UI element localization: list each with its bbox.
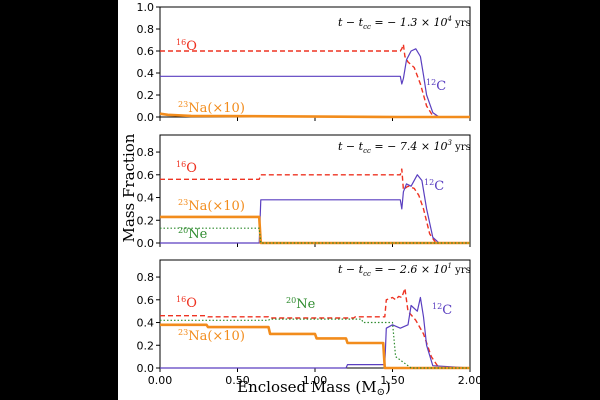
x-tick-label: 1.50 xyxy=(380,374,405,387)
y-tick-label: 0.8 xyxy=(137,271,155,284)
time-annotation: t − tcc = − 2.6 × 101 yrs xyxy=(338,262,471,278)
series-line-23Na(×10) xyxy=(160,323,470,370)
y-tick-label: 0.2 xyxy=(137,214,155,227)
series-label-20Ne: 20Ne xyxy=(178,226,208,242)
series-line-23Na(×10) xyxy=(159,112,470,119)
time-annotation: t − tcc = − 7.4 × 103 yrs xyxy=(338,139,471,155)
series-line-12C xyxy=(160,296,471,369)
series-line-12C xyxy=(160,174,470,244)
series-label-16O: 16O xyxy=(176,38,197,54)
chart-figure: 0.0 0.2 0.4 0.6 0.8 1.0 16O 12C 23Na(×10) t − tcc… xyxy=(118,0,480,400)
series-label-16O: 16O xyxy=(176,295,197,311)
series-label-20Ne: 20Ne xyxy=(286,296,316,312)
x-axis-label: Enclosed Mass (M⊙) xyxy=(237,378,391,398)
y-tick-label: 0.6 xyxy=(137,294,155,307)
series-line-16O xyxy=(160,43,470,118)
y-tick-label: 0.4 xyxy=(137,67,155,80)
chart-panel-2: 0.0 0.2 0.4 0.6 0.8 16O 12C 23Na(×10) 20Ne t − tc… xyxy=(137,134,471,250)
y-tick-label: 0.8 xyxy=(137,23,155,36)
x-tick-label: 1.00 xyxy=(303,374,328,387)
series-label-12C: 12C xyxy=(426,78,446,94)
y-tick-label: 0.0 xyxy=(137,362,155,375)
x-tick-label: 0.50 xyxy=(225,374,250,387)
series-label-16O: 16O xyxy=(176,160,197,176)
series-label-23Na(×10): 23Na(×10) xyxy=(178,198,245,214)
series-line-16O xyxy=(160,168,470,244)
chart-svg: 0.0 0.2 0.4 0.6 0.8 1.0 16O 12C 23Na(×10) t − tcc… xyxy=(120,1,480,398)
chart-panel-1: 0.0 0.2 0.4 0.6 0.8 1.0 16O 12C 23Na(×10) t − tcc… xyxy=(137,1,471,124)
x-tick-label: 2.00 xyxy=(458,374,480,387)
time-annotation: t − tcc = − 1.3 × 104 yrs xyxy=(338,15,471,31)
y-tick-label: 0.4 xyxy=(137,317,155,330)
series-label-23Na(×10): 23Na(×10) xyxy=(178,100,245,116)
series-label-12C: 12C xyxy=(424,178,444,194)
y-tick-label: 0.4 xyxy=(137,192,155,205)
series-label-23Na(×10): 23Na(×10) xyxy=(178,328,245,344)
series-line-12C xyxy=(160,48,470,118)
y-tick-label: 0.8 xyxy=(137,146,155,159)
y-tick-label: 0.6 xyxy=(137,45,155,58)
series-line-23Na(×10) xyxy=(160,215,470,245)
x-tick-label: 0.00 xyxy=(148,374,173,387)
y-tick-label: 0.2 xyxy=(137,339,155,352)
series-label-12C: 12C xyxy=(432,302,452,318)
series-line-20Ne xyxy=(160,318,470,369)
series-line-20Ne xyxy=(160,227,470,244)
y-tick-label: 0.0 xyxy=(137,111,155,124)
y-tick-label: 0.2 xyxy=(137,89,155,102)
series-line-16O xyxy=(160,287,470,369)
y-tick-label: 0.6 xyxy=(137,169,155,182)
y-tick-label: 1.0 xyxy=(137,1,155,14)
y-axis-label: Mass Fraction xyxy=(120,133,138,242)
y-tick-label: 0.0 xyxy=(137,237,155,250)
chart-panel-3: 0.0 0.2 0.4 0.6 0.8 0.00 0.50 1.00 1.50 2.00 16O 12… xyxy=(137,259,480,387)
